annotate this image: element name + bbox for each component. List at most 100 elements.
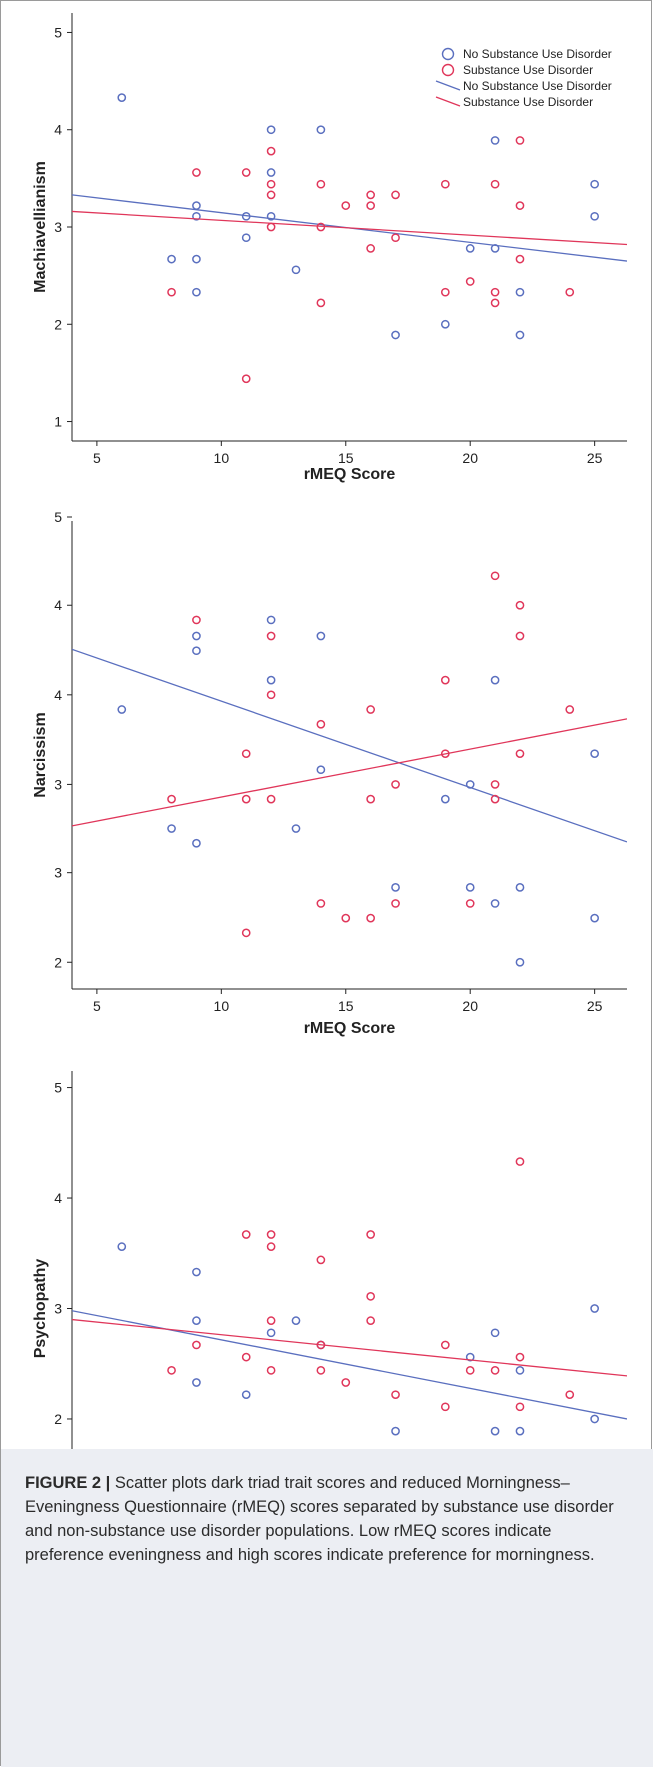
- data-point-no-sud: [192, 201, 201, 210]
- data-point-sud: [391, 1390, 400, 1400]
- data-point-no-sud: [192, 1316, 201, 1326]
- legend-marker: [441, 47, 455, 61]
- data-point-no-sud: [515, 330, 525, 340]
- data-point-sud: [316, 179, 326, 189]
- data-point-no-sud: [241, 233, 251, 243]
- data-point-no-sud: [391, 1426, 400, 1436]
- x-tick-label: 15: [338, 450, 354, 466]
- caption-text: Scatter plots dark triad trait scores an…: [25, 1474, 614, 1564]
- data-point-no-sud: [316, 125, 326, 135]
- data-point-sud: [440, 675, 450, 685]
- data-point-sud: [316, 1255, 326, 1265]
- data-point-no-sud: [590, 1304, 599, 1313]
- data-point-sud: [391, 780, 400, 789]
- caption-label: FIGURE 2 |: [25, 1474, 111, 1492]
- data-point-sud: [440, 1402, 450, 1412]
- data-point-sud: [366, 1316, 376, 1326]
- data-point-sud: [316, 222, 326, 232]
- data-point-sud: [465, 899, 475, 908]
- data-point-sud: [366, 794, 376, 804]
- data-point-sud: [167, 287, 176, 297]
- data-point-sud: [167, 1366, 176, 1375]
- data-point-sud: [440, 749, 450, 759]
- data-point-sud: [366, 1291, 376, 1301]
- data-point-no-sud: [266, 168, 276, 177]
- data-point-sud: [266, 1316, 276, 1326]
- data-point-sud: [391, 233, 400, 243]
- data-point-no-sud: [465, 883, 475, 892]
- data-point-no-sud: [590, 211, 599, 221]
- data-point-sud: [366, 913, 376, 923]
- legend-line: [435, 80, 461, 91]
- data-point-no-sud: [167, 824, 176, 833]
- data-point-sud: [490, 287, 500, 297]
- fit-line-sud: [72, 210, 627, 246]
- data-point-no-sud: [192, 631, 201, 641]
- data-point-no-sud: [391, 330, 400, 340]
- data-point-no-sud: [515, 883, 525, 892]
- data-point-sud: [167, 794, 176, 804]
- data-point-sud: [465, 277, 475, 286]
- x-tick-label: 5: [93, 450, 101, 466]
- data-point-sud: [490, 780, 500, 789]
- data-point-sud: [241, 1230, 251, 1239]
- legend-label: Substance Use Disorder: [463, 63, 593, 77]
- data-point-no-sud: [117, 705, 127, 714]
- data-point-sud: [515, 1352, 525, 1362]
- data-point-no-sud: [192, 646, 201, 656]
- fit-line-sud: [72, 1318, 627, 1377]
- y-tick-label: 2: [54, 954, 62, 970]
- data-point-sud: [192, 1340, 201, 1350]
- data-point-sud: [515, 1157, 525, 1166]
- data-point-sud: [266, 794, 276, 804]
- data-point-no-sud: [515, 1366, 525, 1375]
- data-point-sud: [241, 749, 251, 759]
- data-point-sud: [565, 705, 575, 714]
- data-point-no-sud: [515, 1426, 525, 1436]
- data-point-sud: [241, 374, 251, 384]
- legend-line: [435, 96, 461, 107]
- data-point-sud: [266, 190, 276, 200]
- data-point-sud: [192, 615, 201, 625]
- data-point-sud: [565, 1390, 575, 1400]
- x-tick-label: 25: [587, 450, 603, 466]
- data-point-sud: [341, 1378, 351, 1387]
- data-point-no-sud: [291, 1316, 301, 1326]
- data-point-sud: [316, 1366, 326, 1375]
- data-point-no-sud: [590, 749, 599, 759]
- data-point-no-sud: [266, 125, 276, 135]
- data-point-no-sud: [291, 265, 301, 275]
- data-point-sud: [316, 298, 326, 308]
- data-point-sud: [241, 1352, 251, 1362]
- y-tick-label: 5: [54, 509, 62, 525]
- data-point-sud: [241, 168, 251, 177]
- data-point-sud: [266, 1242, 276, 1251]
- y-tick-label: 3: [54, 865, 62, 881]
- data-point-sud: [341, 201, 351, 210]
- legend-label: No Substance Use Disorder: [463, 47, 612, 61]
- data-point-sud: [266, 631, 276, 641]
- y-tick-label: 2: [54, 316, 62, 332]
- data-point-sud: [490, 179, 500, 189]
- data-point-sud: [366, 1230, 376, 1239]
- data-point-no-sud: [291, 824, 301, 833]
- data-point-sud: [266, 1366, 276, 1375]
- machiavellianism-scatter-plot: 5 10 15 20 25 1 2 3 4 5 rMEQ Score Machiavellianism…: [32, 13, 627, 483]
- data-point-sud: [515, 1402, 525, 1412]
- data-point-sud: [366, 190, 376, 200]
- data-point-no-sud: [490, 1328, 500, 1338]
- data-point-sud: [266, 179, 276, 189]
- legend-label: Substance Use Disorder: [463, 95, 593, 109]
- data-point-sud: [366, 201, 376, 210]
- data-point-sud: [440, 1340, 450, 1350]
- y-tick-label: 4: [54, 1190, 62, 1206]
- data-point-sud: [366, 705, 376, 714]
- data-point-no-sud: [192, 287, 201, 297]
- data-point-sud: [241, 794, 251, 804]
- data-point-sud: [490, 298, 500, 308]
- data-point-no-sud: [440, 794, 450, 804]
- data-point-sud: [266, 146, 276, 156]
- y-tick-label: 5: [54, 24, 62, 40]
- data-point-no-sud: [266, 615, 276, 625]
